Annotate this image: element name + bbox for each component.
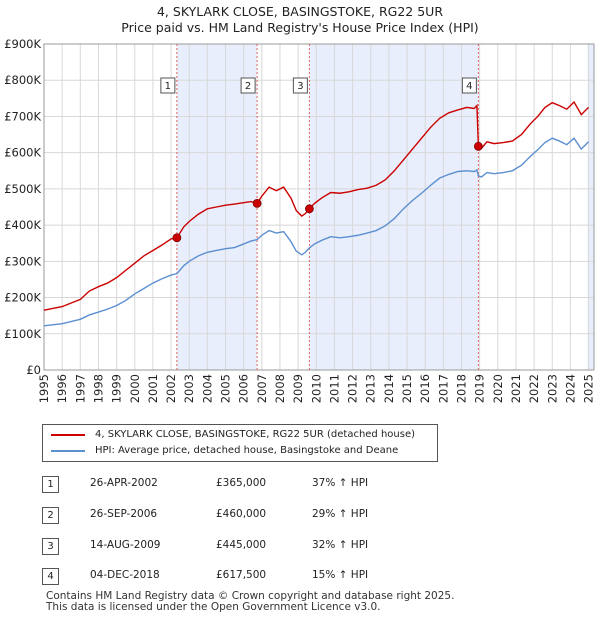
sale-row: 4 04-DEC-2018 £617,500 15% ↑ HPI	[0, 568, 600, 588]
sale-hpi-change: 29% ↑ HPI	[312, 508, 369, 520]
legend: 4, SKYLARK CLOSE, BASINGSTOKE, RG22 5UR …	[42, 424, 438, 462]
legend-label-property: 4, SKYLARK CLOSE, BASINGSTOKE, RG22 5UR …	[95, 429, 416, 440]
y-tick-label: £100K	[4, 327, 41, 341]
x-tick-label: 2010	[309, 374, 323, 403]
x-tick-label: 2019	[473, 374, 487, 403]
sale-date: 14-AUG-2009	[90, 539, 161, 551]
y-tick-label: £500K	[4, 182, 41, 196]
sale-price: £445,000	[216, 539, 267, 551]
x-tick-label: 2003	[182, 374, 196, 403]
x-tick-label: 1999	[110, 374, 124, 403]
sale-marker-label: 1	[165, 81, 171, 92]
y-tick-label: £800K	[4, 73, 41, 87]
sale-number-badge: 2	[42, 507, 59, 524]
hpi-series-line	[43, 137, 590, 327]
x-tick-label: 2022	[527, 374, 541, 403]
sale-date: 26-SEP-2006	[90, 508, 158, 520]
sale-row: 2 26-SEP-2006 £460,000 29% ↑ HPI	[0, 507, 600, 527]
x-tick-label: 2014	[382, 374, 396, 403]
x-tick-label: 2020	[491, 374, 505, 403]
sale-marker-label: 3	[297, 81, 303, 92]
x-tick-label: 2012	[346, 374, 360, 403]
sale-number-badge: 1	[42, 476, 59, 493]
x-tick-label: 2025	[582, 374, 596, 403]
x-tick-label: 2001	[146, 374, 160, 403]
chart-title: 4, SKYLARK CLOSE, BASINGSTOKE, RG22 5UR	[156, 4, 444, 19]
x-tick-label: 2017	[436, 374, 450, 403]
y-tick-label: £700K	[4, 109, 41, 123]
price-chart: £0 £100K £200K £300K £400K £500K £600K £700K £80…	[4, 37, 596, 403]
sale-point	[172, 233, 182, 243]
sale-marker-box	[292, 77, 308, 94]
sale-number-badge: 3	[42, 538, 59, 555]
sale-period-shade	[309, 44, 479, 370]
sale-hpi-change: 15% ↑ HPI	[312, 569, 369, 581]
x-tick-label: 1996	[55, 374, 69, 403]
sale-row: 1 26-APR-2002 £365,000 37% ↑ HPI	[0, 476, 600, 496]
sale-marker-box	[461, 77, 477, 94]
x-tick-label: 1997	[73, 374, 87, 403]
sale-point	[304, 204, 314, 214]
y-tick-label: £0	[26, 363, 41, 377]
sale-marker-box	[160, 77, 176, 94]
x-tick-label: 2015	[400, 374, 414, 403]
x-tick-label: 2004	[200, 374, 214, 403]
sale-price: £365,000	[216, 477, 267, 489]
sale-point	[473, 141, 483, 151]
sale-date: 04-DEC-2018	[90, 569, 160, 581]
x-tick-label: 2011	[327, 374, 341, 403]
x-tick-label: 2021	[509, 374, 523, 403]
legend-label-hpi: HPI: Average price, detached house, Basi…	[95, 445, 399, 456]
sale-price: £460,000	[216, 508, 267, 520]
sale-point	[252, 198, 262, 208]
x-tick-label: 2024	[563, 374, 577, 403]
y-tick-label: £400K	[4, 218, 41, 232]
x-tick-label: 2002	[164, 374, 178, 403]
x-tick-label: 1998	[91, 374, 105, 403]
sale-marker-label: 4	[466, 81, 472, 92]
x-tick-label: 2009	[291, 374, 305, 403]
sale-marker-box	[240, 77, 256, 94]
y-tick-label: £300K	[4, 254, 41, 268]
x-tick-label: 2013	[364, 374, 378, 403]
x-tick-label: 2023	[545, 374, 559, 403]
x-tick-label: 2018	[455, 374, 469, 403]
y-tick-label: £200K	[4, 291, 41, 305]
y-tick-label: £900K	[4, 37, 41, 51]
sale-row: 3 14-AUG-2009 £445,000 32% ↑ HPI	[0, 538, 600, 558]
sale-marker-label: 2	[245, 81, 251, 92]
x-tick-label: 2016	[418, 374, 432, 403]
x-tick-label: 2008	[273, 374, 287, 403]
x-tick-label: 2005	[219, 374, 233, 403]
footer-copyright: Contains HM Land Registry data © Crown c…	[46, 590, 455, 602]
x-tick-label: 1995	[37, 374, 51, 403]
legend-swatch-hpi	[51, 450, 85, 452]
x-tick-label: 2000	[128, 374, 142, 403]
plot-border	[43, 43, 595, 371]
footer-licence: This data is licensed under the Open Gov…	[46, 601, 381, 613]
x-tick-label: 2006	[237, 374, 251, 403]
y-tick-label: £600K	[4, 146, 41, 160]
sale-price: £617,500	[216, 569, 267, 581]
legend-swatch-property	[51, 434, 85, 436]
chart-subtitle: Price paid vs. HM Land Registry's House …	[121, 20, 479, 35]
property-series-line	[43, 100, 590, 311]
sale-hpi-change: 37% ↑ HPI	[312, 477, 369, 489]
sale-hpi-change: 32% ↑ HPI	[312, 539, 369, 551]
x-tick-label: 2007	[255, 374, 269, 403]
sale-number-badge: 4	[42, 568, 59, 585]
sale-period-shade	[587, 44, 594, 370]
sale-date: 26-APR-2002	[90, 477, 158, 489]
